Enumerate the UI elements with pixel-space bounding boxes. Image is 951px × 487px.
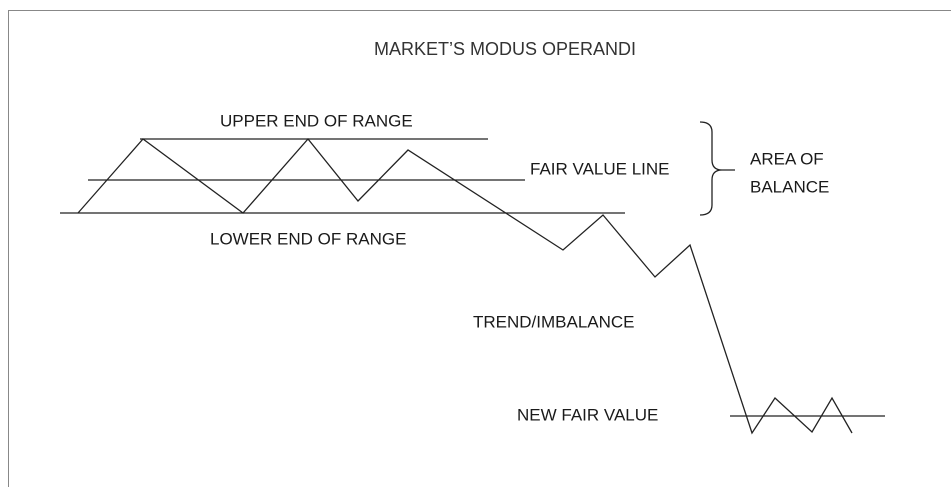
label: BALANCE	[750, 177, 829, 196]
title: MARKET’S MODUS OPERANDI	[374, 39, 636, 59]
frame	[8, 10, 951, 487]
bracket	[699, 121, 735, 216]
label: TREND/IMBALANCE	[473, 312, 635, 331]
price-path	[77, 137, 853, 435]
label: LOWER END OF RANGE	[210, 229, 406, 248]
label: NEW FAIR VALUE	[517, 405, 658, 424]
label: FAIR VALUE LINE	[530, 159, 670, 178]
label: UPPER END OF RANGE	[220, 111, 413, 130]
label: AREA OF	[750, 149, 824, 168]
